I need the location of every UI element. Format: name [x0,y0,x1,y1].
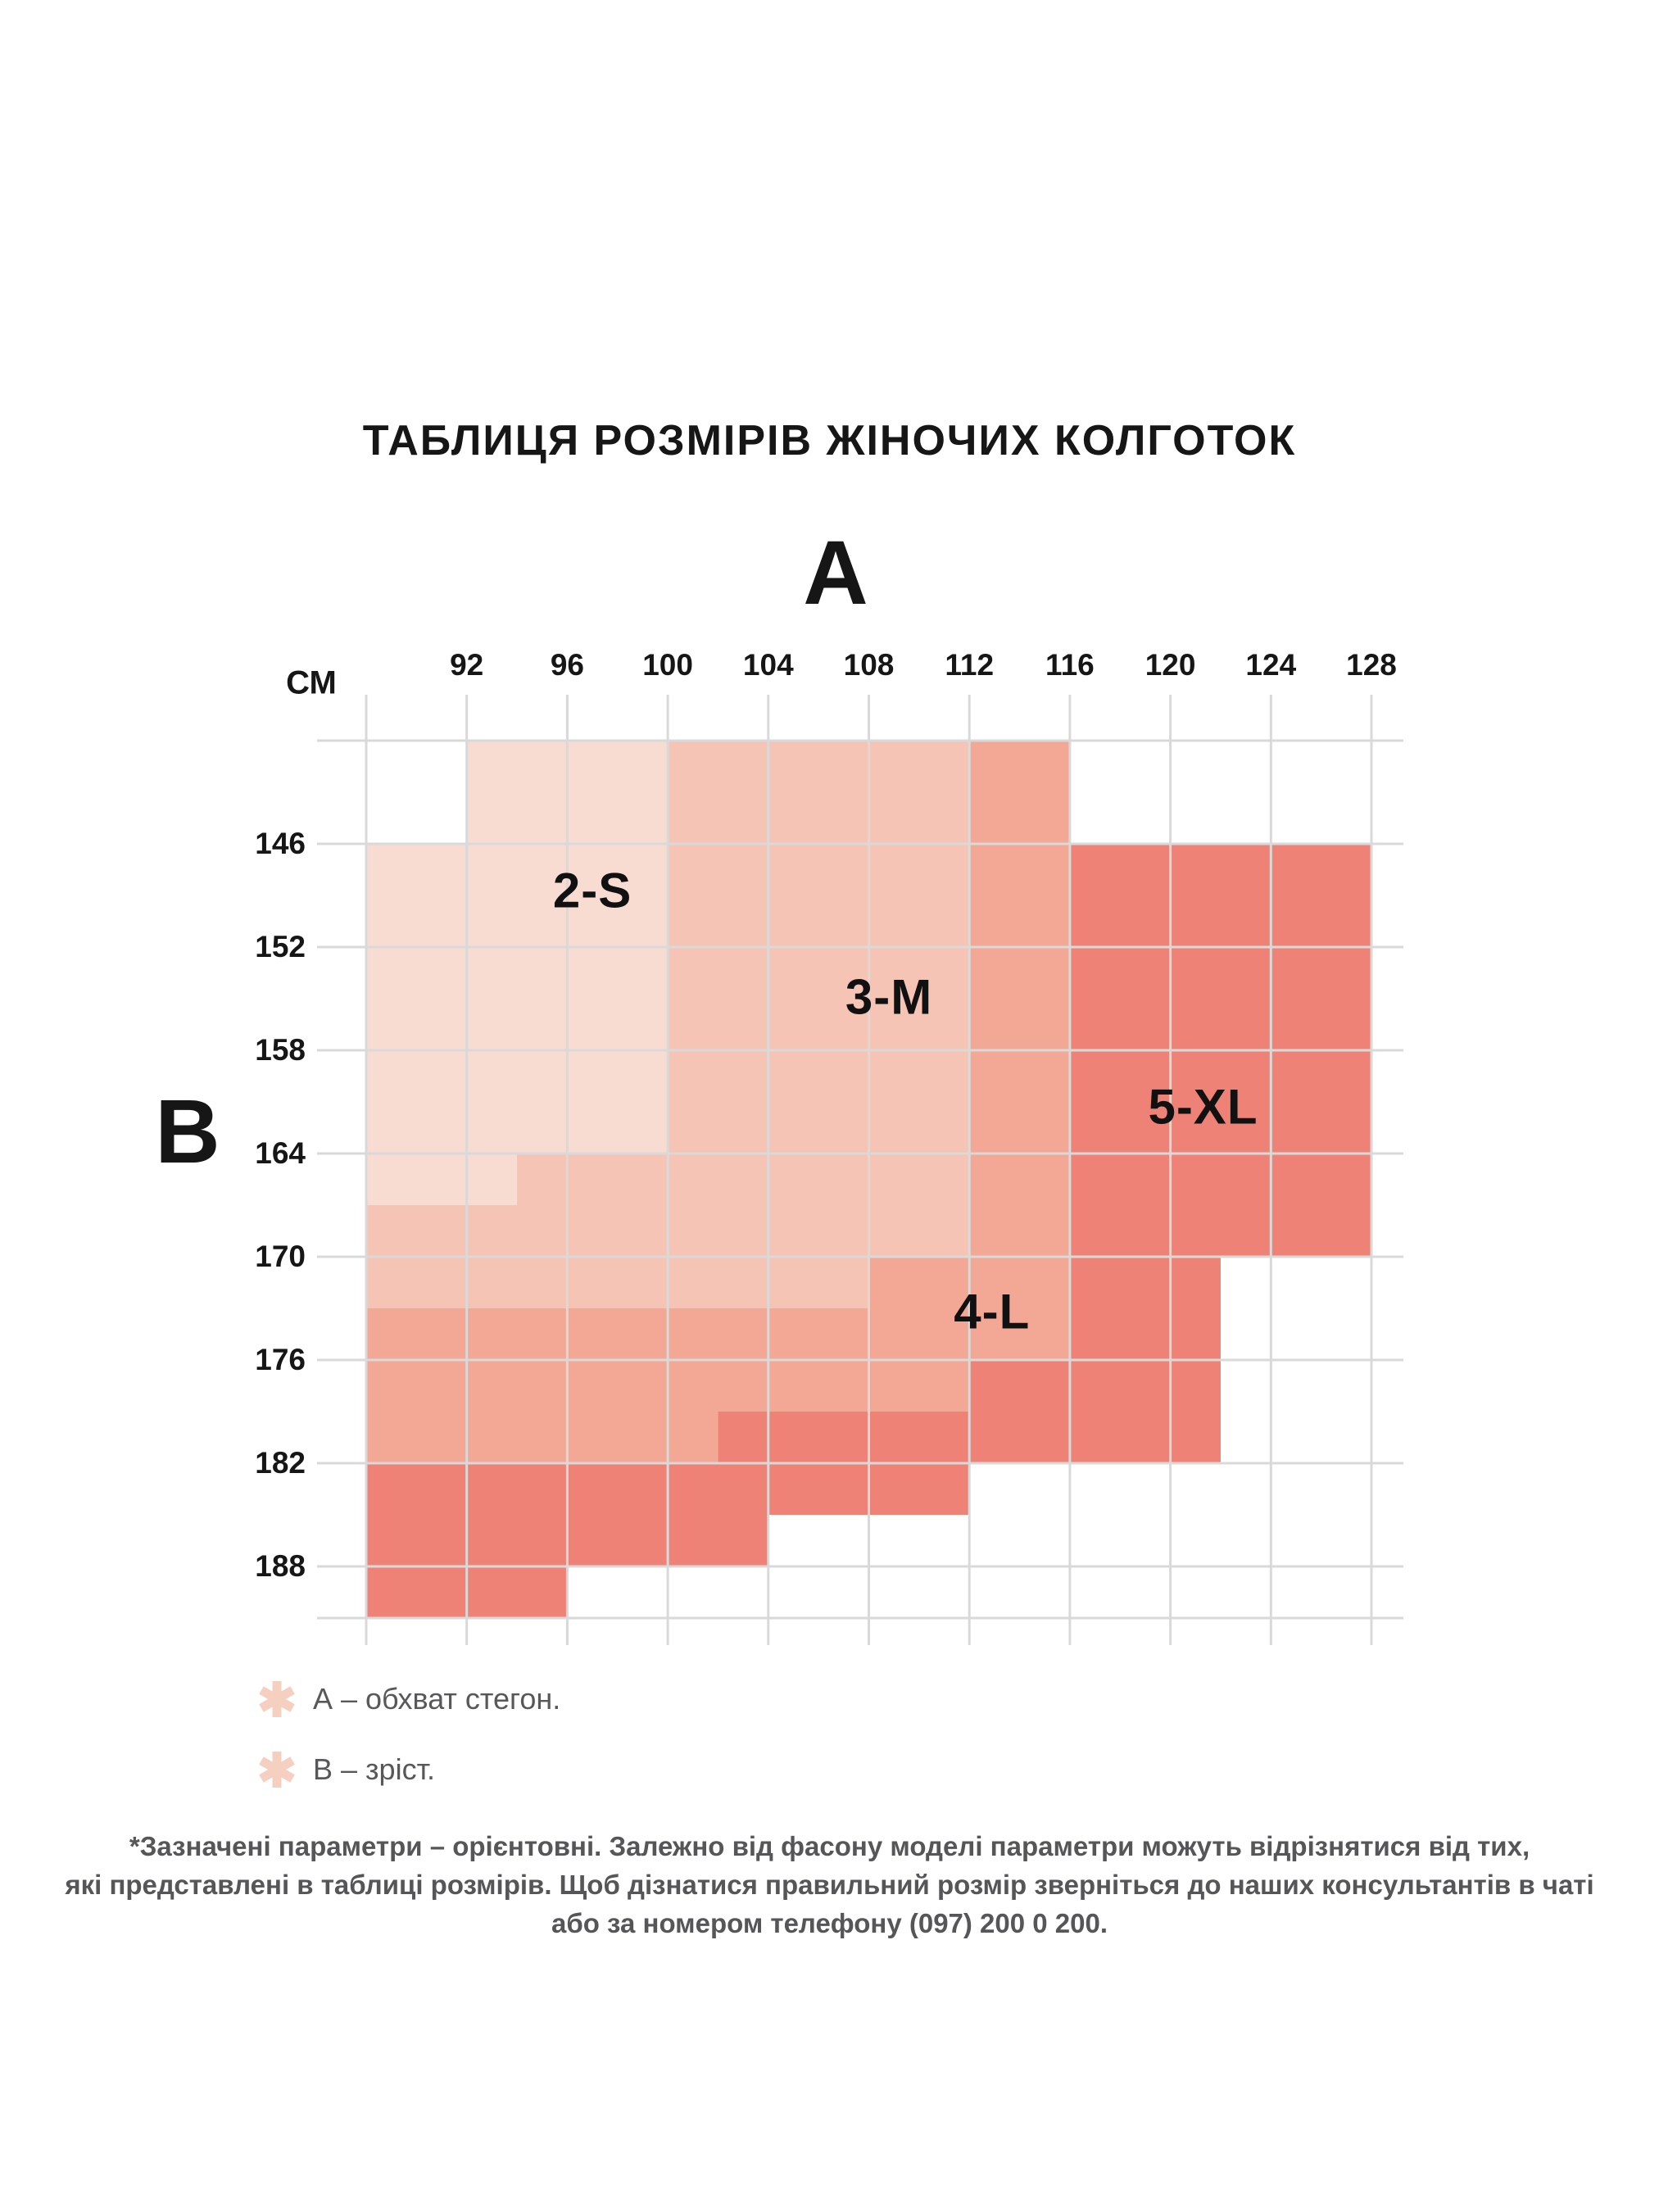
legend-item: А – обхват стегон. [0,1679,1659,1719]
y-tick-188: 188 [255,1549,306,1583]
size-label-4-L: 4-L [954,1284,1031,1339]
footnote-line: які представлені в таблиці розмірів. Щоб… [65,1870,1594,1900]
unit-label-cm: СМ [286,664,337,701]
legend-item-text: А – обхват стегон. [313,1682,561,1716]
size-label-2-S: 2-S [552,863,632,918]
x-tick-100: 100 [642,648,693,682]
x-tick-120: 120 [1145,648,1196,682]
page-title: ТАБЛИЦЯ РОЗМІРІВ ЖІНОЧИХ КОЛГОТОК [362,417,1297,465]
y-tick-176: 176 [255,1343,306,1376]
y-tick-182: 182 [255,1446,306,1480]
asterisk-icon [259,1681,295,1717]
asterisk-icon [259,1752,295,1788]
y-tick-164: 164 [255,1136,306,1170]
footnote: *Зазначені параметри – орієнтовні. Залеж… [0,1827,1659,1942]
x-tick-108: 108 [843,648,895,682]
y-tick-152: 152 [255,930,306,963]
legend-item: В – зріст. [0,1750,1659,1789]
x-tick-116: 116 [1045,648,1095,682]
size-label-5-XL: 5-XL [1148,1079,1258,1135]
x-tick-104: 104 [742,648,794,682]
x-tick-92: 92 [450,648,484,682]
hips-axis-letter: А [803,523,868,623]
size-region-4-L [366,741,1070,1463]
size-label-3-М: 3-М [845,969,933,1025]
footnote-line: *Зазначені параметри – орієнтовні. Залеж… [129,1831,1530,1861]
y-tick-170: 170 [255,1240,306,1273]
x-tick-96: 96 [550,648,584,682]
y-tick-146: 146 [255,827,306,860]
height-axis-letter: В [155,1081,220,1182]
x-tick-112: 112 [945,648,995,682]
y-tick-158: 158 [255,1033,306,1067]
x-tick-128: 128 [1346,648,1397,682]
legend-item-text: В – зріст. [313,1752,436,1786]
x-tick-124: 124 [1245,648,1297,682]
size-region-2-S [366,741,669,1205]
footnote-line: або за номером телефону (097) 200 0 200. [551,1908,1108,1938]
size-region-5-XL [366,844,1371,1618]
